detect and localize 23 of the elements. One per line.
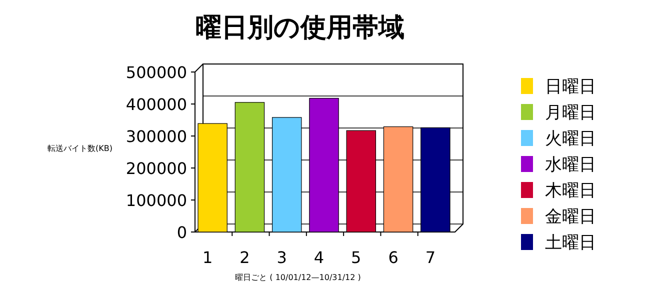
y-tick-label: 100000 xyxy=(126,191,187,210)
x-tick-label: 1 xyxy=(202,248,213,267)
x-tick-label: 4 xyxy=(314,248,324,267)
y-tick-label: 0 xyxy=(176,223,187,242)
x-tick-label: 2 xyxy=(240,248,250,267)
legend-label: 水曜日 xyxy=(545,155,596,175)
legend-label: 日曜日 xyxy=(545,77,596,97)
y-tick-label: 400000 xyxy=(126,95,187,114)
legend-label: 土曜日 xyxy=(545,233,596,253)
legend-label: 金曜日 xyxy=(545,207,596,227)
x-tick-label: 3 xyxy=(276,248,287,267)
x-tick-label: 7 xyxy=(425,248,436,267)
y-tick-label: 200000 xyxy=(126,159,187,178)
x-tick-label: 6 xyxy=(388,248,398,267)
legend-label: 火曜日 xyxy=(545,129,596,149)
chart-title: 曜日別の使用帯域 xyxy=(196,13,404,43)
x-axis-title: 曜日ごと ( 10/01/12—10/31/12 ) xyxy=(235,273,361,282)
legend-label: 月曜日 xyxy=(545,103,596,123)
legend-label: 木曜日 xyxy=(545,181,596,201)
x-tick-label: 5 xyxy=(351,248,362,267)
y-axis-title: 転送バイト数(KB) xyxy=(48,144,112,153)
y-tick-label: 300000 xyxy=(126,127,187,146)
y-tick-label: 500000 xyxy=(126,63,187,82)
